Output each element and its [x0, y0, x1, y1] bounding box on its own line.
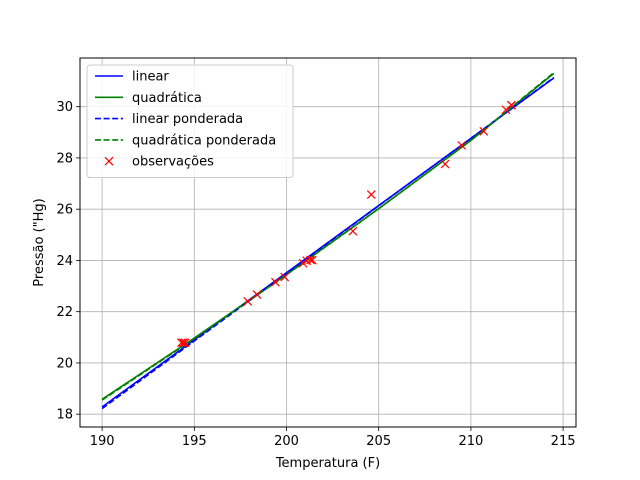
legend-label-quadratica: quadrática [132, 91, 202, 106]
series-linear-ponderada [101, 76, 555, 410]
x-tick-label: 205 [366, 434, 391, 449]
observation-point [243, 297, 253, 306]
observation-point [252, 290, 262, 299]
observation-point [501, 105, 511, 115]
observation-point [457, 140, 467, 150]
observation-point [366, 190, 376, 200]
legend-label-quadratica-ponderada: quadrática ponderada [132, 133, 276, 148]
observation-point [176, 338, 186, 348]
y-tick-label: 18 [56, 408, 73, 423]
series-layer [101, 71, 555, 410]
y-tick-label: 28 [56, 151, 73, 166]
legend-label-observacoes: observações [132, 155, 214, 170]
x-tick-label: 215 [551, 434, 576, 449]
observation-point [307, 255, 317, 265]
y-tick-label: 30 [56, 100, 73, 115]
x-tick-label: 200 [274, 434, 299, 449]
observation-point [479, 126, 489, 136]
legend-label-linear: linear [132, 70, 169, 85]
legend: linear quadrática linear ponderada quadráti… [86, 64, 294, 178]
ticks: 190 195 200 205 210 215 18 20 22 24 26 28 30 [56, 100, 575, 449]
observation-point [178, 338, 188, 348]
observation-point [348, 226, 358, 236]
y-tick-label: 20 [56, 356, 73, 371]
observation-point [306, 255, 315, 265]
observation-point [180, 338, 190, 348]
legend-box [86, 64, 294, 178]
y-tick-label: 22 [56, 305, 73, 320]
observation-point [298, 258, 308, 268]
y-tick-label: 26 [56, 203, 73, 218]
y-axis-label: Pressão ("Hg) [32, 198, 47, 286]
x-tick-label: 195 [182, 434, 207, 449]
y-tick-label: 24 [56, 254, 73, 269]
series-observacoes [176, 100, 516, 348]
x-axis-label: Temperatura (F) [275, 456, 380, 471]
x-tick-label: 190 [90, 434, 115, 449]
observation-point [440, 159, 450, 169]
legend-label-linear-ponderada: linear ponderada [132, 112, 243, 127]
legend-swatch-observacoes [104, 156, 114, 166]
observation-point [507, 100, 516, 110]
x-tick-label: 210 [458, 434, 483, 449]
plot-frame [79, 57, 577, 428]
observation-point [280, 272, 290, 282]
observation-point [271, 277, 280, 287]
series-quadratica-ponderada [101, 71, 555, 401]
